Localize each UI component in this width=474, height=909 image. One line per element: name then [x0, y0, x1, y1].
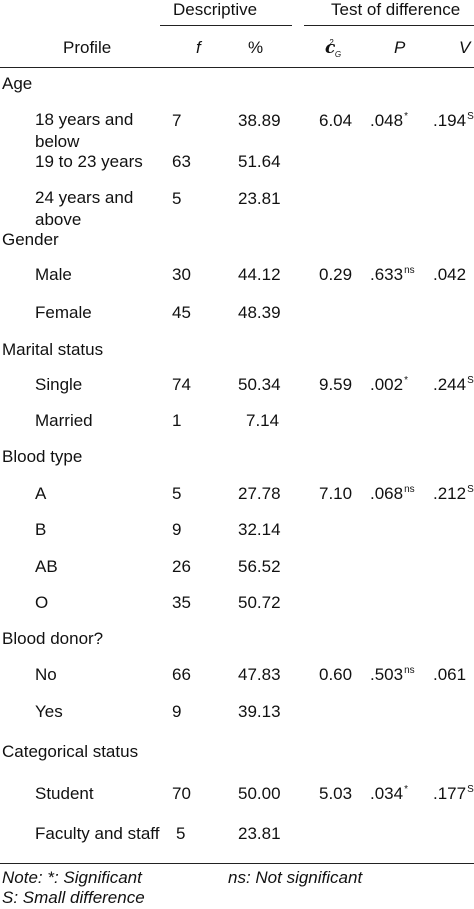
- row-label: Male: [35, 265, 72, 284]
- footer-rule: [0, 863, 474, 864]
- cell-f: 9: [172, 702, 182, 721]
- cell-pct: 47.83: [238, 665, 281, 684]
- row-label: O: [35, 593, 49, 612]
- cell-p: .048*: [370, 111, 408, 130]
- cell-chi: 0.60: [319, 665, 353, 684]
- cell-pct: 7.14: [246, 411, 280, 430]
- header-p: P: [394, 38, 406, 57]
- row-label: 24 years and above: [35, 188, 134, 229]
- row-label: A: [35, 484, 47, 503]
- cell-pct: 23.81: [238, 824, 281, 843]
- cell-f: 1: [172, 411, 182, 430]
- cell-pct: 27.78: [238, 484, 281, 503]
- cell-v: .212S: [433, 484, 474, 503]
- section-label: Gender: [2, 230, 59, 249]
- row-label: Student: [35, 784, 94, 803]
- header-group-test: Test of difference: [331, 0, 461, 19]
- cell-pct: 32.14: [238, 520, 281, 539]
- cell-f: 5: [172, 484, 182, 503]
- note-significant: Note: *: Significant: [2, 868, 142, 887]
- header-v: V: [459, 38, 471, 57]
- cell-f: 7: [172, 111, 182, 130]
- cell-pct: 44.12: [238, 265, 281, 284]
- cell-f: 5: [176, 824, 186, 843]
- header-profile: Profile: [63, 38, 112, 57]
- cell-pct: 38.89: [238, 111, 281, 130]
- cell-f: 66: [172, 665, 191, 684]
- cell-pct: 50.72: [238, 593, 281, 612]
- section-label: Categorical status: [2, 742, 139, 761]
- cell-pct: 23.81: [238, 189, 281, 208]
- cell-pct: 50.34: [238, 375, 281, 394]
- row-label: Married: [35, 411, 93, 430]
- note-not-significant: ns: Not significant: [228, 868, 363, 887]
- chi-sub: G: [334, 50, 342, 59]
- cell-pct: 51.64: [238, 152, 281, 171]
- cell-f: 45: [172, 303, 191, 322]
- cell-v: .061: [433, 665, 467, 684]
- header-f: f: [196, 38, 201, 57]
- cell-chi: 5.03: [319, 784, 353, 803]
- cell-pct: 48.39: [238, 303, 281, 322]
- chi-symbol: c: [325, 38, 336, 58]
- cell-f: 30: [172, 265, 191, 284]
- cell-chi: 6.04: [319, 111, 353, 130]
- section-label: Age: [2, 74, 33, 93]
- chi-sup: 2: [329, 38, 334, 47]
- row-label: 18 years and below: [35, 110, 134, 151]
- cell-pct: 39.13: [238, 702, 281, 721]
- cell-f: 5: [172, 189, 182, 208]
- row-label: Female: [35, 303, 92, 322]
- cell-chi: 0.29: [319, 265, 353, 284]
- cell-f: 26: [172, 557, 191, 576]
- row-label: Single: [35, 375, 83, 394]
- header-pct: %: [248, 38, 264, 57]
- header-group-rule-descriptive: [160, 25, 292, 26]
- cell-p: .068ns: [370, 484, 415, 503]
- row-label: 19 to 23 years: [35, 152, 143, 171]
- section-label: Blood donor?: [2, 629, 104, 648]
- cell-chi: 9.59: [319, 375, 353, 394]
- row-label: Faculty and staff: [35, 824, 160, 843]
- cell-f: 63: [172, 152, 191, 171]
- note-small-difference: S: Small difference: [2, 888, 145, 907]
- section-label: Marital status: [2, 340, 104, 359]
- cell-f: 35: [172, 593, 191, 612]
- cell-v: .194S: [433, 111, 474, 130]
- cell-f: 9: [172, 520, 182, 539]
- cell-pct: 56.52: [238, 557, 281, 576]
- row-label: AB: [35, 557, 58, 576]
- cell-v: .177S: [433, 784, 474, 803]
- cell-p: .034*: [370, 784, 408, 803]
- header-chi-square: c2G: [325, 38, 341, 61]
- cell-f: 70: [172, 784, 191, 803]
- cell-p: .002*: [370, 375, 408, 394]
- section-label: Blood type: [2, 447, 83, 466]
- cell-p: .503ns: [370, 665, 415, 684]
- cell-p: .633ns: [370, 265, 415, 284]
- cell-pct: 50.00: [238, 784, 281, 803]
- header-group-descriptive: Descriptive: [173, 0, 258, 19]
- cell-chi: 7.10: [319, 484, 353, 503]
- cell-v: .244S: [433, 375, 474, 394]
- header-rule: [0, 67, 474, 68]
- cell-v: .042: [433, 265, 467, 284]
- cell-f: 74: [172, 375, 191, 394]
- header-group-rule-test: [304, 25, 474, 26]
- row-label: B: [35, 520, 47, 539]
- row-label: Yes: [35, 702, 63, 721]
- row-label: No: [35, 665, 57, 684]
